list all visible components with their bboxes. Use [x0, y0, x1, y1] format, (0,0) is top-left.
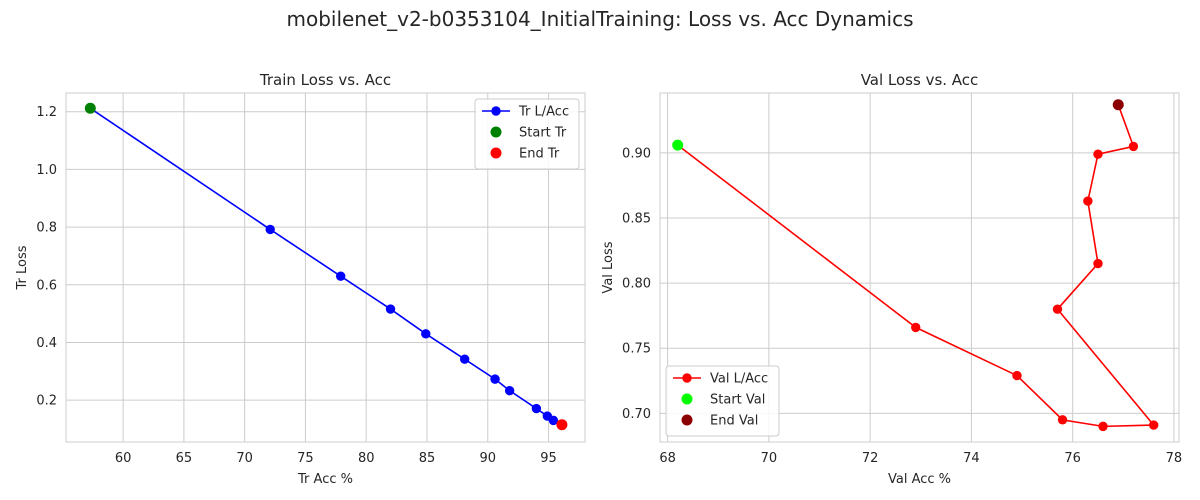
legend-marker-swatch	[681, 414, 693, 426]
data-point	[531, 403, 542, 414]
val-loss-vs-acc-panel: 68 70 72 74 76 78 0.70 0.75 0.80 0.85 0.90 Val Loss…	[601, 71, 1182, 487]
x-tick-label: 78	[1166, 451, 1183, 466]
data-point	[265, 224, 275, 235]
legend-marker-swatch	[491, 106, 501, 116]
data-point	[1128, 141, 1139, 152]
y-tick-label: 0.80	[622, 277, 651, 292]
x-tick-label: 95	[540, 451, 557, 466]
x-tick-label: 68	[659, 451, 676, 466]
legend-label: Start Val	[710, 393, 765, 408]
legend: Val L/Acc Start Val End Val	[665, 365, 780, 437]
legend-label: Val L/Acc	[710, 372, 768, 387]
x-tick-label: 75	[297, 451, 314, 466]
figure-title: mobilenet_v2-b0353104_InitialTraining: L…	[286, 7, 913, 31]
legend-label: Tr L/Acc	[518, 105, 569, 120]
x-tick-label: 72	[862, 451, 879, 466]
y-tick-label: 0.2	[36, 394, 57, 409]
data-point	[1012, 370, 1022, 381]
data-point	[1148, 420, 1159, 430]
y-axis-label: Val Loss	[601, 241, 616, 293]
data-point	[504, 385, 515, 396]
data-point	[1093, 258, 1103, 269]
marker-start-val	[672, 139, 684, 151]
data-point	[911, 322, 921, 333]
x-axis-label: Val Acc %	[888, 472, 951, 487]
data-point	[548, 415, 559, 426]
legend-label: Start Tr	[519, 126, 567, 141]
data-point	[459, 354, 470, 364]
plot-frame	[65, 92, 586, 443]
x-axis-label: Tr Acc %	[297, 472, 353, 487]
y-tick-label: 1.0	[36, 163, 57, 178]
y-tick-label: 0.75	[622, 342, 651, 357]
chart-title: Train Loss vs. Acc	[259, 71, 391, 89]
x-tick-label: 60	[115, 451, 132, 466]
marker-start-tr	[84, 102, 96, 114]
x-tick-label: 74	[963, 451, 980, 466]
train-loss-vs-acc-panel: 60 65 70 75 80 85 90 95 0.2 0.4 0.6 0.8 1.0 1.2 Train …	[15, 71, 586, 487]
x-tick-label: 65	[176, 451, 193, 466]
legend-marker-swatch	[681, 393, 693, 405]
legend-label: End Val	[710, 414, 758, 429]
data-point	[490, 374, 500, 384]
plot-frame	[659, 92, 1180, 443]
y-tick-label: 0.85	[622, 212, 651, 227]
y-tick-label: 0.90	[622, 146, 651, 161]
x-tick-label: 70	[236, 451, 253, 466]
marker-end-tr	[556, 419, 568, 431]
legend-marker-swatch	[682, 373, 692, 383]
y-tick-label: 0.70	[622, 407, 651, 422]
x-tick-label: 70	[761, 451, 778, 466]
legend-marker-swatch	[490, 147, 502, 159]
x-tick-label: 76	[1064, 451, 1081, 466]
legend-label: End Tr	[519, 147, 560, 162]
data-point	[1098, 421, 1108, 432]
y-tick-label: 0.6	[36, 278, 57, 293]
chart-title: Val Loss vs. Acc	[861, 71, 979, 89]
data-point	[1083, 196, 1093, 206]
data-point	[1057, 415, 1068, 425]
marker-end-val	[1112, 99, 1124, 111]
x-tick-label: 90	[479, 451, 496, 466]
legend-box	[665, 365, 780, 437]
data-point	[1093, 149, 1103, 159]
legend: Tr L/Acc Start Tr End Tr	[474, 98, 580, 170]
y-tick-label: 1.2	[36, 105, 57, 120]
y-axis-label: Tr Loss	[15, 245, 30, 290]
y-tick-label: 0.4	[36, 336, 57, 351]
data-point	[1052, 304, 1063, 314]
series-line	[677, 104, 1156, 428]
y-tick-label: 0.8	[36, 221, 57, 236]
legend-marker-swatch	[490, 126, 502, 138]
data-point	[421, 329, 431, 339]
data-point	[335, 271, 346, 281]
x-tick-label: 85	[419, 451, 436, 466]
x-tick-label: 80	[358, 451, 375, 466]
data-point	[385, 304, 396, 314]
